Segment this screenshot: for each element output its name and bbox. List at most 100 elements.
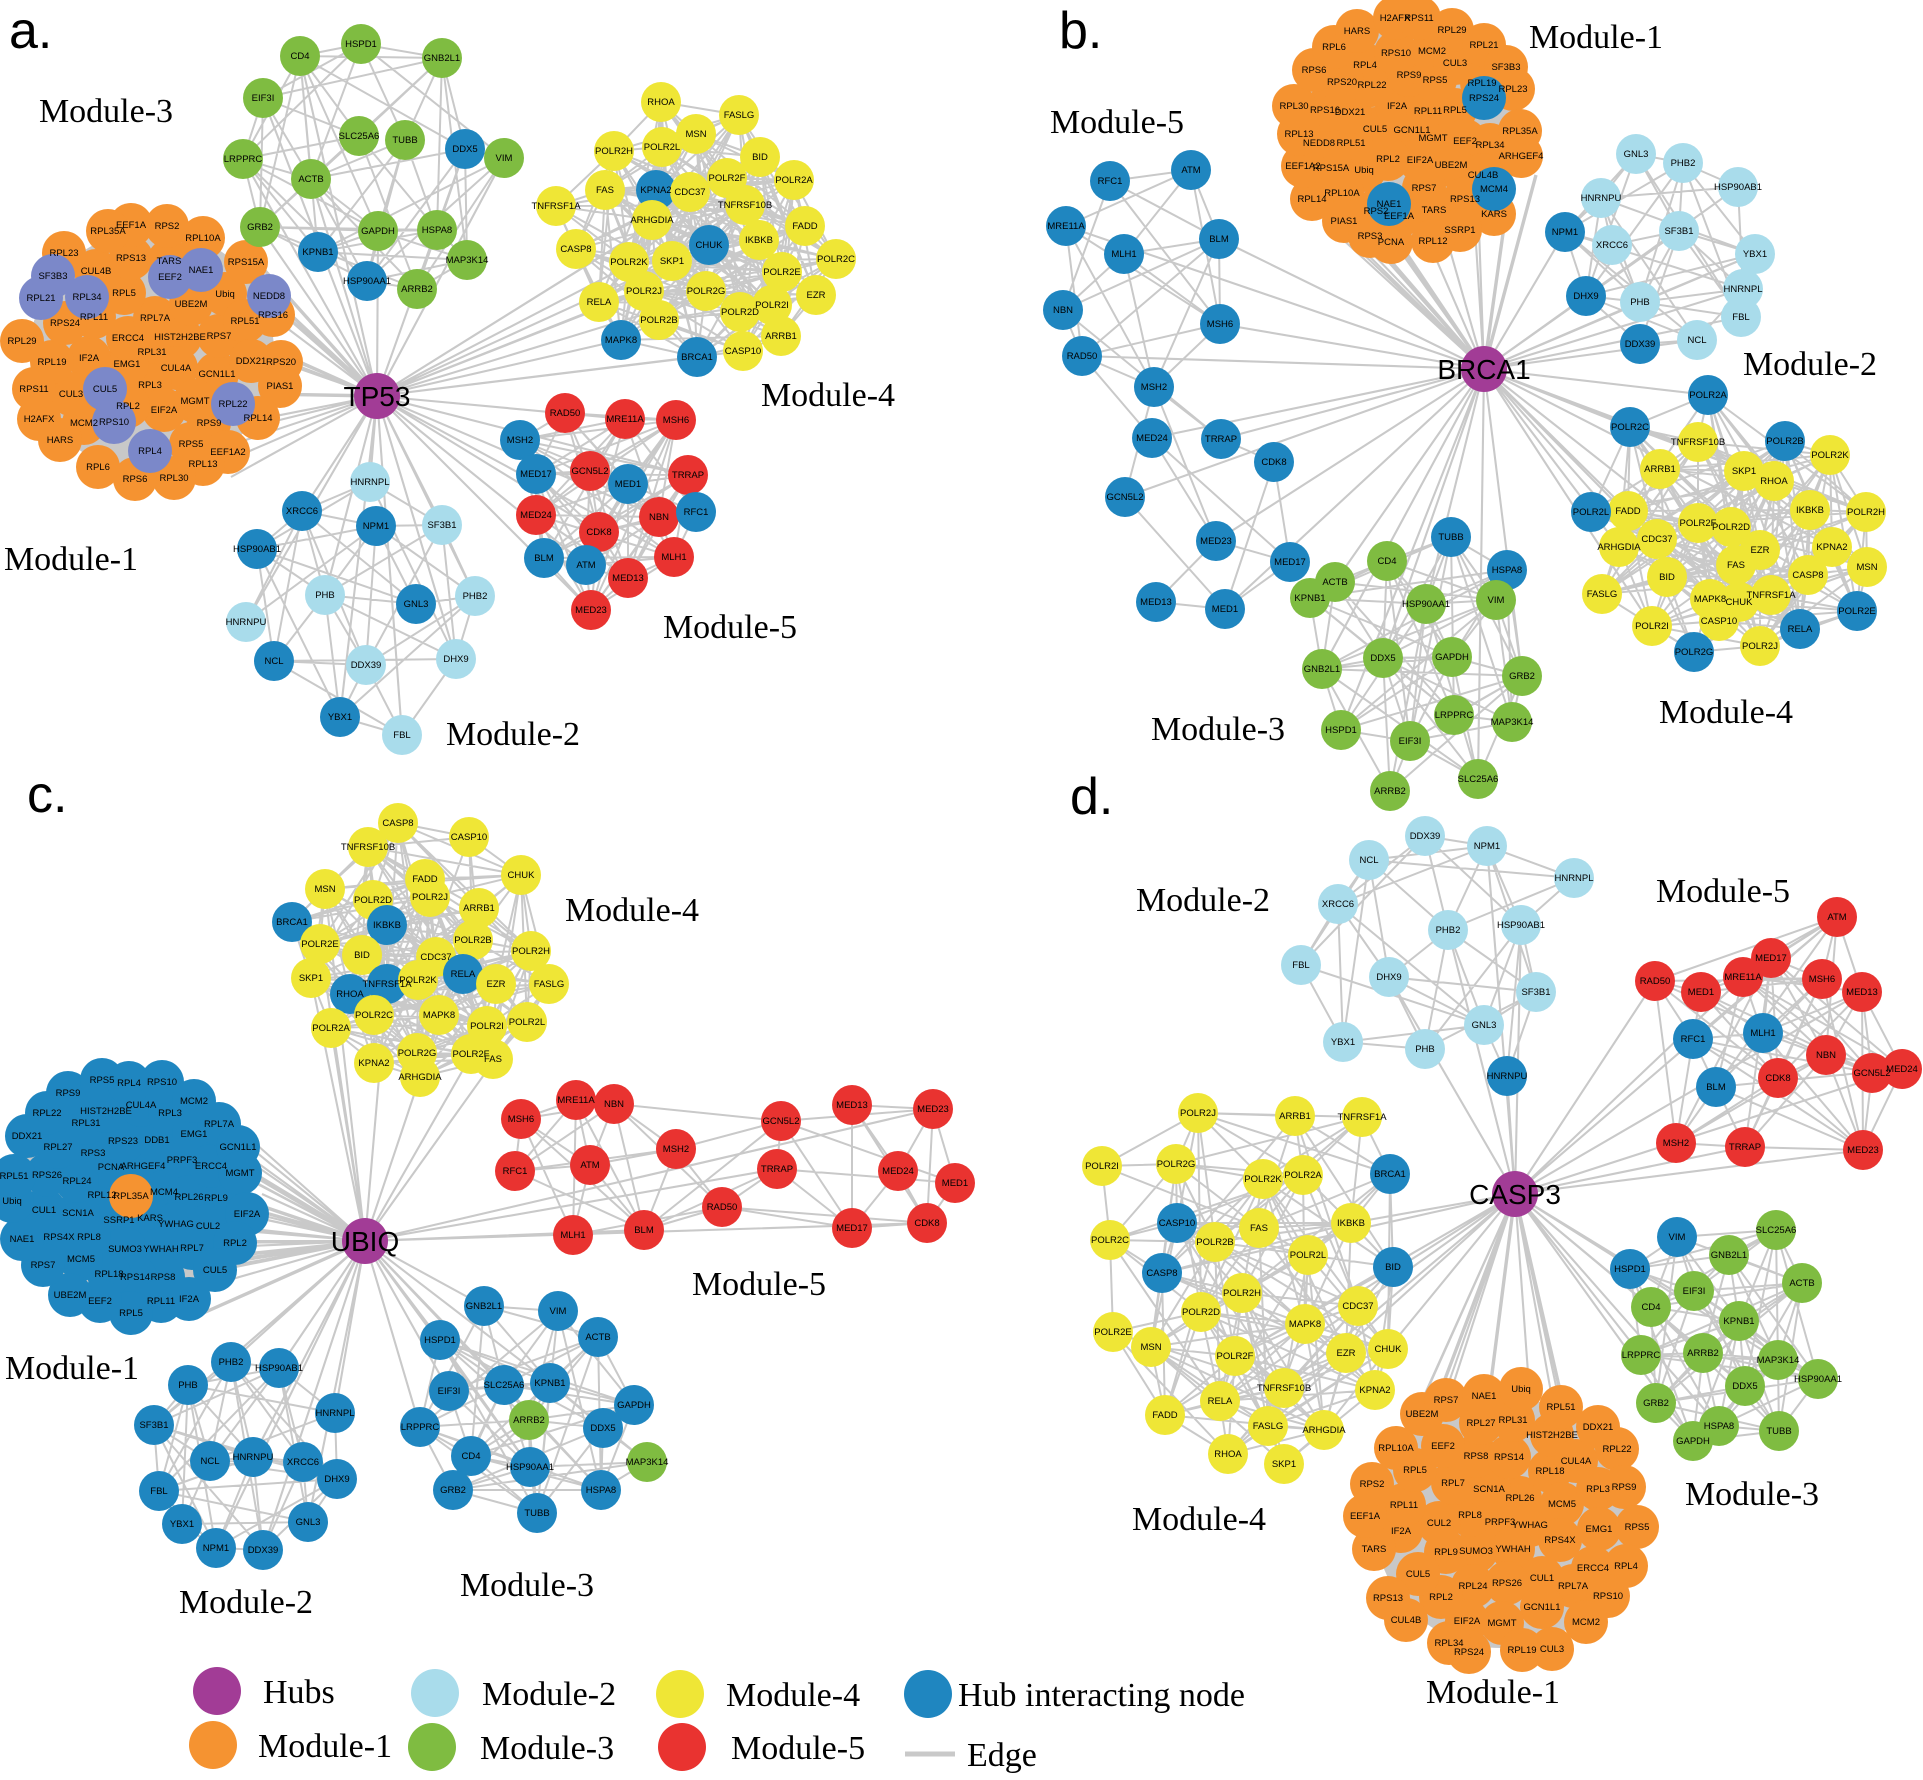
svg-text:MSH2: MSH2 — [507, 435, 533, 446]
svg-text:Module-5: Module-5 — [731, 1730, 865, 1767]
svg-text:SLC25A6: SLC25A6 — [339, 131, 380, 142]
svg-text:SLC25A6: SLC25A6 — [484, 1380, 525, 1391]
svg-text:RPS14: RPS14 — [120, 1272, 150, 1283]
svg-text:TARS: TARS — [1362, 1544, 1387, 1555]
svg-text:ATM: ATM — [1181, 165, 1200, 176]
svg-text:MSH6: MSH6 — [1809, 974, 1835, 985]
svg-text:TRRAP: TRRAP — [1205, 434, 1237, 445]
svg-text:BRCA1: BRCA1 — [681, 352, 713, 363]
svg-text:d.: d. — [1070, 768, 1113, 826]
svg-text:HSPA8: HSPA8 — [586, 1485, 616, 1496]
svg-text:RPS13: RPS13 — [116, 253, 146, 264]
svg-text:MSH2: MSH2 — [663, 1144, 689, 1155]
svg-text:HNRNPL: HNRNPL — [1554, 873, 1593, 884]
svg-text:ACTB: ACTB — [298, 174, 323, 185]
svg-text:CDC37: CDC37 — [420, 952, 451, 963]
svg-text:CASP8: CASP8 — [382, 818, 413, 829]
svg-text:MED23: MED23 — [1200, 536, 1232, 547]
svg-text:XRCC6: XRCC6 — [1596, 240, 1628, 251]
svg-text:UBE2M: UBE2M — [1435, 160, 1468, 171]
svg-text:LRPPRC: LRPPRC — [1435, 710, 1474, 721]
svg-text:BRCA1: BRCA1 — [1374, 1169, 1406, 1180]
svg-text:NCL: NCL — [1359, 855, 1378, 866]
svg-text:BLM: BLM — [534, 553, 554, 564]
svg-text:EIF2A: EIF2A — [1407, 155, 1434, 166]
svg-text:FADD: FADD — [1615, 506, 1640, 517]
svg-text:ARRB2: ARRB2 — [401, 284, 433, 295]
svg-text:RELA: RELA — [1788, 624, 1813, 635]
svg-text:RPS4X: RPS4X — [1544, 1535, 1576, 1546]
svg-text:HSPD1: HSPD1 — [345, 39, 377, 50]
svg-text:ARHGDIA: ARHGDIA — [630, 215, 674, 226]
svg-text:RPL22: RPL22 — [1357, 80, 1386, 91]
svg-text:SUMO3: SUMO3 — [108, 1244, 142, 1255]
svg-text:RPL5: RPL5 — [1403, 1465, 1427, 1476]
svg-text:RPL21: RPL21 — [26, 293, 55, 304]
svg-text:DDX39: DDX39 — [1410, 831, 1441, 842]
svg-text:ARRB2: ARRB2 — [1687, 1348, 1719, 1359]
svg-text:CUL3: CUL3 — [1443, 58, 1467, 69]
svg-text:RPS24: RPS24 — [1454, 1647, 1484, 1658]
svg-text:KARS: KARS — [137, 1213, 163, 1224]
svg-text:GAPDH: GAPDH — [1435, 652, 1469, 663]
svg-text:CASP10: CASP10 — [1159, 1218, 1195, 1229]
svg-text:MED23: MED23 — [575, 605, 607, 616]
svg-text:EIF2A: EIF2A — [234, 1209, 261, 1220]
svg-text:DDX21: DDX21 — [12, 1131, 43, 1142]
svg-text:HSP90AA1: HSP90AA1 — [506, 1462, 554, 1473]
svg-text:POLR2G: POLR2G — [1675, 647, 1714, 658]
svg-text:ARHGDIA: ARHGDIA — [1597, 542, 1641, 553]
svg-text:IF2A: IF2A — [79, 353, 100, 364]
svg-text:NAE1: NAE1 — [1472, 1391, 1497, 1402]
svg-text:CHUK: CHUK — [696, 240, 724, 251]
svg-text:PIAS1: PIAS1 — [1331, 216, 1358, 227]
svg-text:BID: BID — [752, 152, 768, 163]
svg-text:ARRB1: ARRB1 — [765, 331, 797, 342]
svg-text:TNFRSF1A: TNFRSF1A — [1746, 590, 1796, 601]
svg-text:EMG1: EMG1 — [114, 359, 141, 370]
svg-text:TARS: TARS — [157, 256, 182, 267]
svg-text:KARS: KARS — [1481, 209, 1507, 220]
svg-text:Module-5: Module-5 — [1656, 873, 1790, 910]
svg-text:POLR2H: POLR2H — [1847, 507, 1885, 518]
svg-text:EIF2A: EIF2A — [1454, 1616, 1481, 1627]
svg-text:SCN1A: SCN1A — [62, 1208, 94, 1219]
svg-text:MED13: MED13 — [1846, 987, 1878, 998]
svg-text:Module-1: Module-1 — [1529, 19, 1663, 56]
svg-text:EIF2A: EIF2A — [151, 405, 178, 416]
svg-text:RPL3: RPL3 — [1586, 1484, 1610, 1495]
svg-text:BID: BID — [354, 950, 370, 961]
svg-text:XRCC6: XRCC6 — [1322, 899, 1354, 910]
svg-text:CUL1: CUL1 — [1530, 1573, 1554, 1584]
svg-text:RELA: RELA — [587, 297, 612, 308]
svg-text:RPS20: RPS20 — [266, 357, 296, 368]
svg-text:RPL10A: RPL10A — [185, 233, 221, 244]
svg-text:CUL4B: CUL4B — [1468, 170, 1499, 181]
svg-text:HSP90AB1: HSP90AB1 — [1497, 920, 1545, 931]
svg-text:MRE11A: MRE11A — [606, 414, 644, 425]
svg-text:RPL4: RPL4 — [117, 1078, 141, 1089]
svg-text:RPS5: RPS5 — [1423, 75, 1448, 86]
svg-text:PIAS1: PIAS1 — [267, 381, 294, 392]
svg-text:RPL51: RPL51 — [1336, 138, 1365, 149]
svg-text:MED17: MED17 — [1755, 953, 1787, 964]
svg-text:EMG1: EMG1 — [1586, 1524, 1613, 1535]
svg-text:RPL2: RPL2 — [223, 1238, 247, 1249]
svg-text:ARHGEF4: ARHGEF4 — [1499, 151, 1544, 162]
svg-text:MLH1: MLH1 — [1111, 249, 1136, 260]
svg-text:RHOA: RHOA — [336, 989, 364, 1000]
svg-text:NPM1: NPM1 — [363, 521, 389, 532]
svg-text:DDX5: DDX5 — [590, 1423, 615, 1434]
svg-text:IF2A: IF2A — [1391, 1526, 1412, 1537]
svg-text:MSN: MSN — [685, 129, 706, 140]
svg-text:RPL29: RPL29 — [7, 336, 36, 347]
svg-text:POLR2G: POLR2G — [687, 286, 726, 297]
svg-text:MSN: MSN — [314, 884, 335, 895]
svg-text:RPL19: RPL19 — [1467, 78, 1496, 89]
svg-text:CUL5: CUL5 — [1406, 1569, 1430, 1580]
svg-text:MAPK8: MAPK8 — [1289, 1319, 1321, 1330]
svg-text:POLR2C: POLR2C — [1091, 1235, 1129, 1246]
svg-text:TUBB: TUBB — [1766, 1426, 1791, 1437]
svg-text:RPL21: RPL21 — [1469, 40, 1498, 51]
svg-text:HSP90AA1: HSP90AA1 — [343, 276, 391, 287]
